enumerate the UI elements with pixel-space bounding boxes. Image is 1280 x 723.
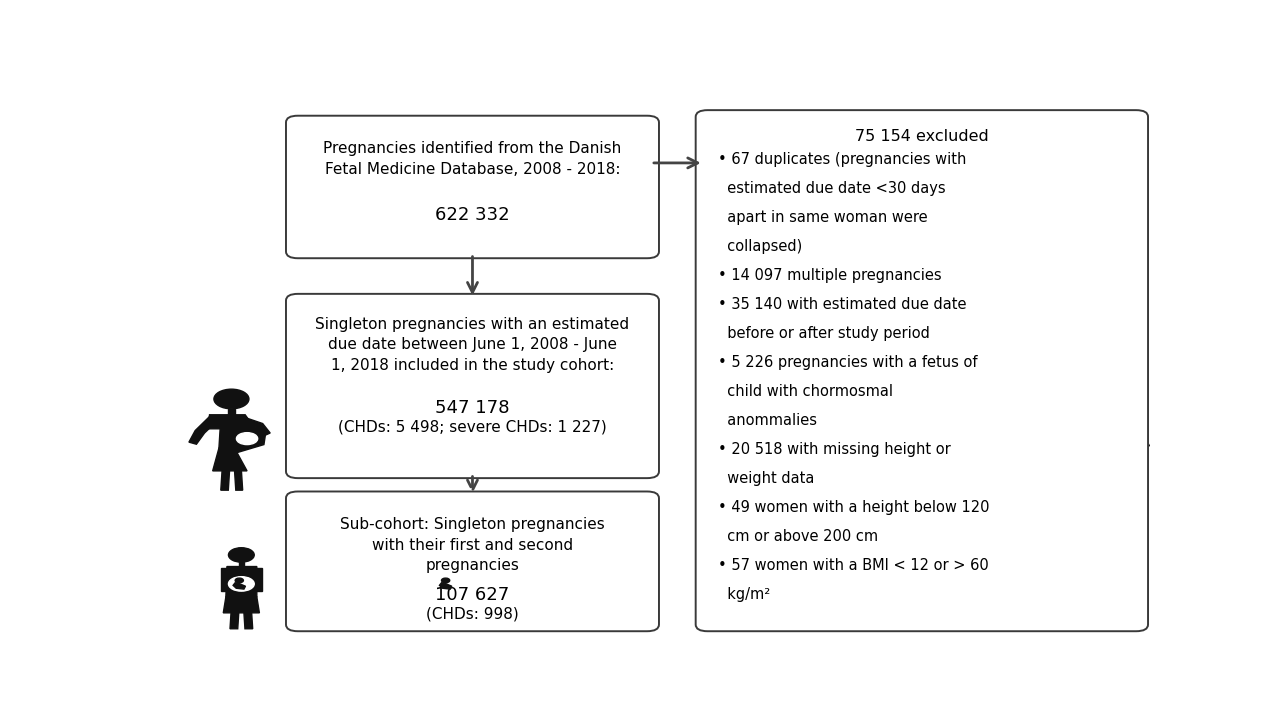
Polygon shape: [1114, 471, 1121, 488]
Polygon shape: [439, 583, 452, 589]
Polygon shape: [238, 562, 244, 567]
Polygon shape: [1083, 432, 1124, 455]
Text: 622 332: 622 332: [435, 207, 509, 224]
Polygon shape: [219, 426, 266, 453]
Polygon shape: [223, 597, 260, 613]
FancyBboxPatch shape: [285, 294, 659, 478]
Circle shape: [237, 432, 257, 445]
Polygon shape: [1125, 424, 1149, 448]
Polygon shape: [445, 562, 451, 567]
Text: • 49 women with a height below 120: • 49 women with a height below 120: [718, 500, 989, 515]
Polygon shape: [228, 408, 236, 415]
Polygon shape: [433, 567, 463, 602]
Text: Fetal Medicine Database, 2008 - 2018:: Fetal Medicine Database, 2008 - 2018:: [325, 162, 621, 177]
Text: (CHDs: 5 498; severe CHDs: 1 227): (CHDs: 5 498; severe CHDs: 1 227): [338, 419, 607, 435]
Polygon shape: [212, 448, 247, 471]
Polygon shape: [462, 568, 468, 591]
Polygon shape: [1102, 471, 1110, 488]
FancyBboxPatch shape: [285, 492, 659, 631]
Polygon shape: [428, 568, 433, 591]
Polygon shape: [207, 415, 255, 429]
Text: Pregnancies identified from the Danish: Pregnancies identified from the Danish: [324, 141, 622, 156]
Polygon shape: [256, 568, 262, 591]
FancyBboxPatch shape: [285, 116, 659, 258]
Polygon shape: [241, 418, 270, 436]
Text: pregnancies: pregnancies: [425, 558, 520, 573]
Polygon shape: [1079, 424, 1105, 440]
Text: cm or above 200 cm: cm or above 200 cm: [718, 529, 878, 544]
Polygon shape: [230, 613, 239, 629]
Polygon shape: [220, 471, 229, 490]
Polygon shape: [189, 416, 218, 444]
Text: • 20 518 with missing height or: • 20 518 with missing height or: [718, 442, 950, 457]
Circle shape: [1097, 400, 1128, 416]
Polygon shape: [451, 613, 460, 629]
Polygon shape: [436, 613, 445, 629]
Text: • 5 226 pregnancies with a fetus of: • 5 226 pregnancies with a fetus of: [718, 355, 977, 370]
Circle shape: [1089, 437, 1108, 448]
Text: anommalies: anommalies: [718, 413, 817, 428]
FancyBboxPatch shape: [696, 110, 1148, 631]
Polygon shape: [233, 583, 246, 589]
Text: 1, 2018 included in the study cohort:: 1, 2018 included in the study cohort:: [330, 358, 614, 373]
Text: • 57 women with a BMI < 12 or > 60: • 57 women with a BMI < 12 or > 60: [718, 557, 988, 573]
Polygon shape: [430, 597, 466, 613]
Text: Sub-cohort: Singleton pregnancies: Sub-cohort: Singleton pregnancies: [340, 517, 605, 532]
Text: 107 627: 107 627: [435, 586, 509, 604]
Text: collapsed): collapsed): [718, 239, 801, 254]
Text: 75 154 excluded: 75 154 excluded: [855, 129, 988, 143]
Polygon shape: [244, 613, 252, 629]
Text: apart in same woman were: apart in same woman were: [718, 210, 927, 226]
Circle shape: [442, 578, 449, 583]
Circle shape: [236, 578, 243, 583]
Text: • 35 140 with estimated due date: • 35 140 with estimated due date: [718, 297, 966, 312]
Polygon shape: [234, 471, 243, 490]
Polygon shape: [220, 568, 227, 591]
Text: 547 178: 547 178: [435, 398, 509, 416]
Text: child with chormosmal: child with chormosmal: [718, 384, 892, 399]
Polygon shape: [1098, 451, 1129, 471]
Text: estimated due date <30 days: estimated due date <30 days: [718, 181, 945, 197]
Polygon shape: [1108, 416, 1116, 422]
Circle shape: [214, 389, 248, 408]
Text: Singleton pregnancies with an estimated: Singleton pregnancies with an estimated: [315, 317, 630, 332]
Text: due date between June 1, 2008 - June: due date between June 1, 2008 - June: [328, 337, 617, 352]
Text: weight data: weight data: [718, 471, 814, 486]
Text: kg/m²: kg/m²: [718, 586, 769, 602]
Text: with their first and second: with their first and second: [372, 538, 573, 552]
Polygon shape: [225, 567, 257, 602]
Circle shape: [435, 548, 461, 562]
Circle shape: [228, 577, 255, 591]
Polygon shape: [1092, 422, 1133, 434]
Text: • 67 duplicates (pregnancies with: • 67 duplicates (pregnancies with: [718, 153, 966, 168]
Text: (CHDs: 998): (CHDs: 998): [426, 606, 518, 621]
Circle shape: [435, 577, 461, 591]
Text: before or after study period: before or after study period: [718, 326, 929, 341]
Circle shape: [228, 548, 255, 562]
Text: • 14 097 multiple pregnancies: • 14 097 multiple pregnancies: [718, 268, 941, 283]
